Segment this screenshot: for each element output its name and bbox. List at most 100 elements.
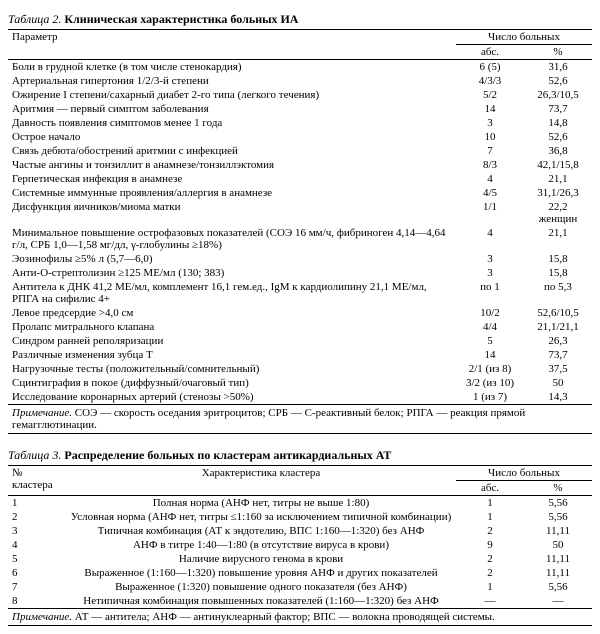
abs-cell: 2 — [456, 524, 524, 538]
param-cell: Дисфункция яичников/миома матки — [8, 200, 456, 226]
abs-cell: 7 — [456, 144, 524, 158]
pct-cell: 15,8 — [524, 252, 592, 266]
num-cell: 4 — [8, 538, 66, 552]
abs-cell: 10 — [456, 130, 524, 144]
char-cell: Типичная комбинация (АТ к эндотелию, ВПС… — [66, 524, 456, 538]
param-cell: Антитела к ДНК 41,2 МЕ/мл, комплемент 16… — [8, 280, 456, 306]
table2: Параметр Число больных абс. % Боли в гру… — [8, 29, 592, 434]
abs-cell: 4 — [456, 226, 524, 252]
abs-cell: 1 — [456, 496, 524, 511]
table-row: Левое предсердие >4,0 см10/252,6/10,5 — [8, 306, 592, 320]
param-cell: Связь дебюта/обострений аритмии с инфекц… — [8, 144, 456, 158]
table-row: 5Наличие вирусного генома в крови211,11 — [8, 552, 592, 566]
table3-header-char: Характеристика кластера — [66, 466, 456, 496]
abs-cell: 5 — [456, 334, 524, 348]
num-cell: 6 — [8, 566, 66, 580]
table2-header-abs: абс. — [456, 45, 524, 60]
char-cell: Выраженное (1:160—1:320) повышение уровн… — [66, 566, 456, 580]
abs-cell: — — [456, 594, 524, 609]
table-row: 6Выраженное (1:160—1:320) повышение уров… — [8, 566, 592, 580]
table-row: 4АНФ в титре 1:40—1:80 (в отсутствие вир… — [8, 538, 592, 552]
abs-cell: 2 — [456, 552, 524, 566]
abs-cell: 9 — [456, 538, 524, 552]
pct-cell: 31,1/26,3 — [524, 186, 592, 200]
num-cell: 5 — [8, 552, 66, 566]
num-cell: 1 — [8, 496, 66, 511]
table3-title-prefix: Таблица 3. — [8, 448, 61, 462]
table-row: 2Условная норма (АНФ нет, титры ≤1:160 з… — [8, 510, 592, 524]
param-cell: Синдром ранней реполяризации — [8, 334, 456, 348]
table-row: Частые ангины и тонзиллит в анамнезе/тон… — [8, 158, 592, 172]
table3-note-label: Примечание. — [12, 611, 72, 623]
num-cell: 8 — [8, 594, 66, 609]
table-row: Антитела к ДНК 41,2 МЕ/мл, комплемент 16… — [8, 280, 592, 306]
pct-cell: 21,1/21,1 — [524, 320, 592, 334]
table2-note-text: СОЭ — скорость оседания эритроцитов; СРБ… — [12, 407, 525, 431]
pct-cell: 14,8 — [524, 116, 592, 130]
pct-cell: 37,5 — [524, 362, 592, 376]
table3-header-row: № кластера Характеристика кластера Число… — [8, 466, 592, 481]
num-cell: 3 — [8, 524, 66, 538]
table-row: Исследование коронарных артерий (стенозы… — [8, 390, 592, 405]
table-row: 3Типичная комбинация (АТ к эндотелию, ВП… — [8, 524, 592, 538]
pct-cell: 50 — [524, 376, 592, 390]
pct-cell: 21,1 — [524, 226, 592, 252]
table3-header-num: № кластера — [8, 466, 66, 496]
abs-cell: 3 — [456, 116, 524, 130]
abs-cell: 1/1 — [456, 200, 524, 226]
abs-cell: 3 — [456, 266, 524, 280]
param-cell: Системные иммунные проявления/аллергия в… — [8, 186, 456, 200]
char-cell: АНФ в титре 1:40—1:80 (в отсутствие виру… — [66, 538, 456, 552]
char-cell: Условная норма (АНФ нет, титры ≤1:160 за… — [66, 510, 456, 524]
pct-cell: 26,3 — [524, 334, 592, 348]
table3-title-name: Распределение больных по кластерам антик… — [64, 448, 391, 462]
table2-title-prefix: Таблица 2. — [8, 12, 61, 26]
table-row: Минимальное повышение острофазовых показ… — [8, 226, 592, 252]
table-row: Давность появления симптомов менее 1 год… — [8, 116, 592, 130]
param-cell: Артериальная гипертония 1/2/3-й степени — [8, 74, 456, 88]
abs-cell: 1 — [456, 580, 524, 594]
pct-cell: 15,8 — [524, 266, 592, 280]
table3-note: Примечание. АТ — антитела; АНФ — антинук… — [8, 609, 592, 626]
pct-cell: 21,1 — [524, 172, 592, 186]
table2-note: Примечание. СОЭ — скорость оседания эрит… — [8, 405, 592, 434]
pct-cell: 14,3 — [524, 390, 592, 405]
abs-cell: 1 (из 7) — [456, 390, 524, 405]
pct-cell: 73,7 — [524, 102, 592, 116]
table-row: 7Выраженное (1:320) повышение одного пок… — [8, 580, 592, 594]
abs-cell: 2 — [456, 566, 524, 580]
table-row: Эозинофилы ≥5% л (5,7—6,0)315,8 — [8, 252, 592, 266]
abs-cell: 14 — [456, 102, 524, 116]
pct-cell: 5,56 — [524, 580, 592, 594]
abs-cell: 6 (5) — [456, 60, 524, 75]
table-row: 1Полная норма (АНФ нет, титры не выше 1:… — [8, 496, 592, 511]
param-cell: Различные изменения зубца T — [8, 348, 456, 362]
table2-note-row: Примечание. СОЭ — скорость оседания эрит… — [8, 405, 592, 434]
table2-header-param: Параметр — [8, 30, 456, 60]
param-cell: Пролапс митрального клапана — [8, 320, 456, 334]
pct-cell: 52,6/10,5 — [524, 306, 592, 320]
table-row: Синдром ранней реполяризации526,3 — [8, 334, 592, 348]
table2-header-pct: % — [524, 45, 592, 60]
table2-header-row: Параметр Число больных — [8, 30, 592, 45]
param-cell: Сцинтиграфия в покое (диффузный/очаговый… — [8, 376, 456, 390]
param-cell: Эозинофилы ≥5% л (5,7—6,0) — [8, 252, 456, 266]
table-row: Различные изменения зубца T1473,7 — [8, 348, 592, 362]
table3-header-count: Число больных — [456, 466, 592, 481]
table-row: Связь дебюта/обострений аритмии с инфекц… — [8, 144, 592, 158]
table-row: Герпетическая инфекция в анамнезе421,1 — [8, 172, 592, 186]
param-cell: Нагрузочные тесты (положительный/сомните… — [8, 362, 456, 376]
param-cell: Левое предсердие >4,0 см — [8, 306, 456, 320]
num-cell: 2 — [8, 510, 66, 524]
pct-cell: 5,56 — [524, 496, 592, 511]
pct-cell: 52,6 — [524, 130, 592, 144]
param-cell: Аритмия — первый симптом заболевания — [8, 102, 456, 116]
pct-cell: 52,6 — [524, 74, 592, 88]
param-cell: Давность появления симптомов менее 1 год… — [8, 116, 456, 130]
table2-header-count: Число больных — [456, 30, 592, 45]
pct-cell: 5,56 — [524, 510, 592, 524]
param-cell: Исследование коронарных артерий (стенозы… — [8, 390, 456, 405]
abs-cell: 4/3/3 — [456, 74, 524, 88]
table2-title: Таблица 2. Клиническая характеристика бо… — [8, 12, 592, 27]
param-cell: Боли в грудной клетке (в том числе стено… — [8, 60, 456, 75]
